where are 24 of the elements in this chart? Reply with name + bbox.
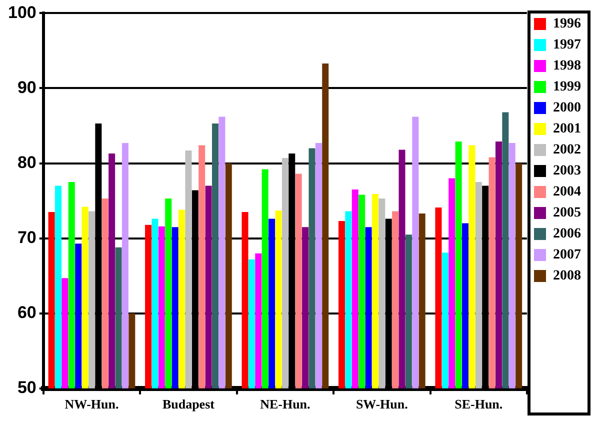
x-tick-label: SW-Hun. xyxy=(356,396,408,412)
legend-label: 1996 xyxy=(553,16,581,32)
y-tick-label: 60 xyxy=(17,303,36,322)
legend-label: 1998 xyxy=(553,58,581,74)
legend-label: 2008 xyxy=(553,268,581,284)
y-tick-label: 90 xyxy=(17,78,36,97)
legend-label: 2001 xyxy=(553,122,581,137)
legend-label: 2003 xyxy=(553,164,581,179)
x-tick-label: SE-Hun. xyxy=(454,396,503,412)
legend-label: 1997 xyxy=(553,38,581,53)
legend-label: 2004 xyxy=(553,184,581,200)
y-tick-label: 50 xyxy=(17,378,36,398)
legend-label: 2005 xyxy=(553,206,581,221)
legend-label: 2002 xyxy=(553,142,581,158)
legend-label: 2006 xyxy=(553,226,581,242)
x-tick-label: NW-Hun. xyxy=(64,396,119,412)
legend-label: 2000 xyxy=(553,100,581,116)
legend-label: 2007 xyxy=(553,248,581,263)
x-tick-label: NE-Hun. xyxy=(260,396,310,412)
y-tick-label: 100 xyxy=(8,2,36,22)
legend-label: 1999 xyxy=(553,80,581,95)
y-tick-label: 80 xyxy=(17,152,36,172)
x-tick-label: Budapest xyxy=(162,396,216,412)
y-tick-label: 70 xyxy=(17,228,36,248)
